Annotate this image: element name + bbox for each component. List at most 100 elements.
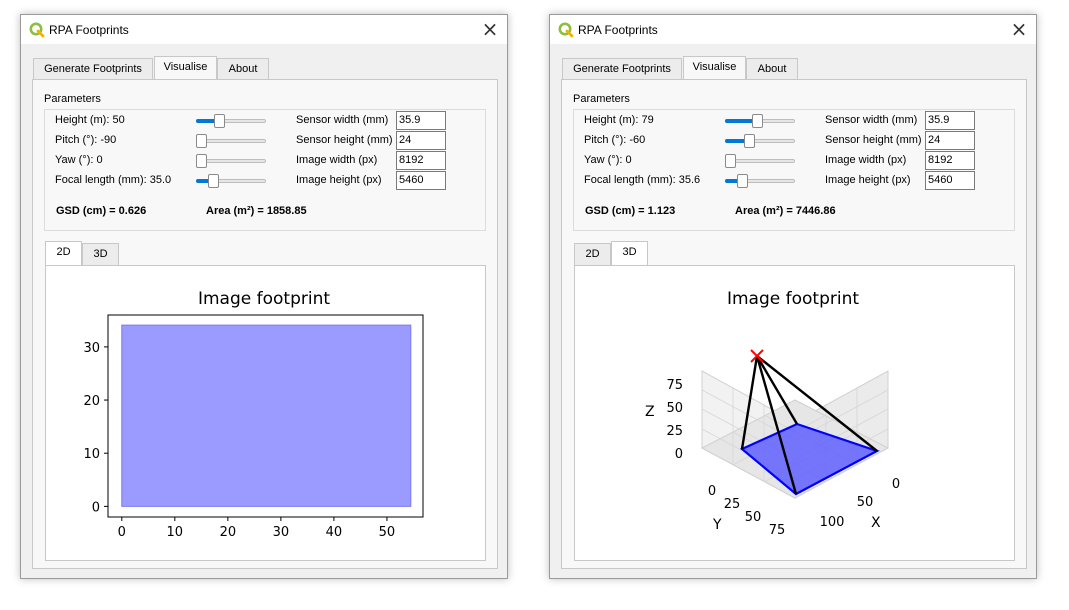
x-tick-label: 0	[118, 525, 126, 540]
rpa-footprints-window: RPA Footprints × Generate Footprints Vis…	[549, 14, 1037, 579]
image-width-input[interactable]: 8192	[396, 151, 446, 170]
chart-title: Image footprint	[727, 289, 859, 309]
camera-ray	[755, 355, 799, 425]
pitch-slider[interactable]	[725, 134, 795, 148]
chart-title: Image footprint	[198, 289, 330, 309]
sensor-width-input[interactable]: 35.9	[396, 111, 446, 130]
sensor-width-input[interactable]: 35.9	[925, 111, 975, 130]
slider-handle[interactable]	[207, 174, 219, 188]
parameters-label: Parameters	[44, 93, 101, 105]
sensor-height-label: Sensor height (mm)	[296, 134, 393, 146]
y-tick-label: 75	[769, 523, 786, 538]
plot-canvas: Image footprint 0 10 20 30 40 50 0 10 20 30	[56, 282, 462, 545]
slider-handle[interactable]	[744, 134, 756, 148]
x-tick-label: 0	[892, 477, 900, 492]
image-height-label: Image height (px)	[825, 174, 911, 186]
sensor-width-label: Sensor width (mm)	[296, 114, 389, 126]
rpa-footprints-window: RPA Footprints × Generate Footprints Vis…	[20, 14, 508, 579]
y-tick-label: 50	[745, 510, 762, 525]
x-tick-label: 30	[273, 525, 290, 540]
tab-3d[interactable]: 3D	[82, 243, 119, 265]
focal-length-label: Focal length (mm): 35.6	[584, 174, 701, 186]
camera-ray	[755, 355, 798, 495]
x-tick-label: 40	[326, 525, 343, 540]
camera-position-marker	[750, 349, 764, 363]
focal-length-label: Focal length (mm): 35.0	[55, 174, 172, 186]
pitch-label: Pitch (°): -90	[55, 134, 117, 146]
focal-length-slider[interactable]	[196, 174, 266, 188]
image-height-input[interactable]: 5460	[925, 171, 975, 190]
yaw-slider[interactable]	[196, 154, 266, 168]
visualise-panel: Parameters Height (m): 79 Pitch (°): -60…	[561, 79, 1027, 569]
slider-handle[interactable]	[196, 134, 207, 148]
tab-visualise[interactable]: Visualise	[154, 56, 217, 79]
area-result: Area (m²) = 1858.85	[206, 205, 307, 217]
x-axis-label: X	[871, 515, 881, 531]
y-tick-label: 25	[724, 497, 741, 512]
sensor-height-input[interactable]: 24	[925, 131, 975, 150]
z-tick-label: 25	[666, 424, 683, 439]
y-tick-label: 0	[708, 484, 716, 499]
footprint-2d-chart: Image footprint 0 10 20 30 40 50 0 10 20 30	[83, 289, 424, 540]
tab-about[interactable]: About	[746, 58, 798, 79]
height-label: Height (m): 79	[584, 114, 654, 126]
height-slider[interactable]	[725, 114, 795, 128]
slider-handle[interactable]	[213, 114, 225, 128]
z-axis-label: Z	[645, 404, 655, 420]
y-tick-label: 30	[83, 341, 100, 356]
camera-ray	[756, 355, 878, 452]
x-tick-label: 50	[857, 495, 874, 510]
sensor-height-input[interactable]: 24	[396, 131, 446, 150]
parameters-group: Height (m): 79 Pitch (°): -60 Yaw (°): 0…	[573, 109, 1015, 231]
tab-generate-footprints[interactable]: Generate Footprints	[562, 58, 682, 79]
plot-canvas: Image footprint 0 25 50 75 0 25 50 75 0 50 100	[585, 282, 991, 545]
height-label: Height (m): 50	[55, 114, 125, 126]
z-tick-label: 75	[666, 378, 683, 393]
tab-generate-footprints[interactable]: Generate Footprints	[33, 58, 153, 79]
camera-ray	[740, 355, 759, 450]
slider-handle[interactable]	[751, 114, 763, 128]
y-tick-label: 10	[83, 447, 100, 462]
close-button[interactable]: ×	[1010, 17, 1028, 41]
tab-2d[interactable]: 2D	[45, 241, 82, 265]
image-height-input[interactable]: 5460	[396, 171, 446, 190]
y-tick-label: 20	[83, 394, 100, 409]
x-tick-label: 50	[379, 525, 396, 540]
gsd-result: GSD (cm) = 0.626	[56, 205, 147, 217]
footprint-polygon	[121, 324, 412, 507]
focal-length-slider[interactable]	[725, 174, 795, 188]
image-width-label: Image width (px)	[825, 154, 907, 166]
visualise-panel: Parameters Height (m): 50 Pitch (°): -90…	[32, 79, 498, 569]
parameters-label: Parameters	[573, 93, 630, 105]
parameters-group: Height (m): 50 Pitch (°): -90 Yaw (°): 0…	[44, 109, 486, 231]
title-bar[interactable]: RPA Footprints ×	[21, 15, 507, 44]
x-tick-label: 100	[820, 515, 845, 530]
slider-handle[interactable]	[736, 174, 748, 188]
slider-handle[interactable]	[725, 154, 736, 168]
close-button[interactable]: ×	[481, 17, 499, 41]
tab-about[interactable]: About	[217, 58, 269, 79]
sensor-height-label: Sensor height (mm)	[825, 134, 922, 146]
image-width-input[interactable]: 8192	[925, 151, 975, 170]
y-tick-label: 0	[92, 500, 100, 515]
image-height-label: Image height (px)	[296, 174, 382, 186]
x-tick-label: 20	[220, 525, 237, 540]
z-tick-label: 0	[675, 447, 683, 462]
yaw-slider[interactable]	[725, 154, 795, 168]
x-tick-label: 10	[167, 525, 184, 540]
title-bar[interactable]: RPA Footprints ×	[550, 15, 1036, 44]
window-title: RPA Footprints	[49, 23, 129, 37]
tab-2d[interactable]: 2D	[574, 243, 611, 265]
y-axis-label: Y	[712, 517, 722, 533]
slider-handle[interactable]	[196, 154, 207, 168]
area-result: Area (m²) = 7446.86	[735, 205, 836, 217]
pitch-slider[interactable]	[196, 134, 266, 148]
height-slider[interactable]	[196, 114, 266, 128]
plot-panel: Image footprint 0 10 20 30 40 50 0 10 20 30	[45, 265, 486, 561]
yaw-label: Yaw (°): 0	[584, 154, 632, 166]
tab-3d[interactable]: 3D	[611, 241, 648, 265]
tab-visualise[interactable]: Visualise	[683, 56, 746, 79]
window-title: RPA Footprints	[578, 23, 658, 37]
qgis-logo-icon	[29, 22, 45, 38]
pitch-label: Pitch (°): -60	[584, 134, 646, 146]
